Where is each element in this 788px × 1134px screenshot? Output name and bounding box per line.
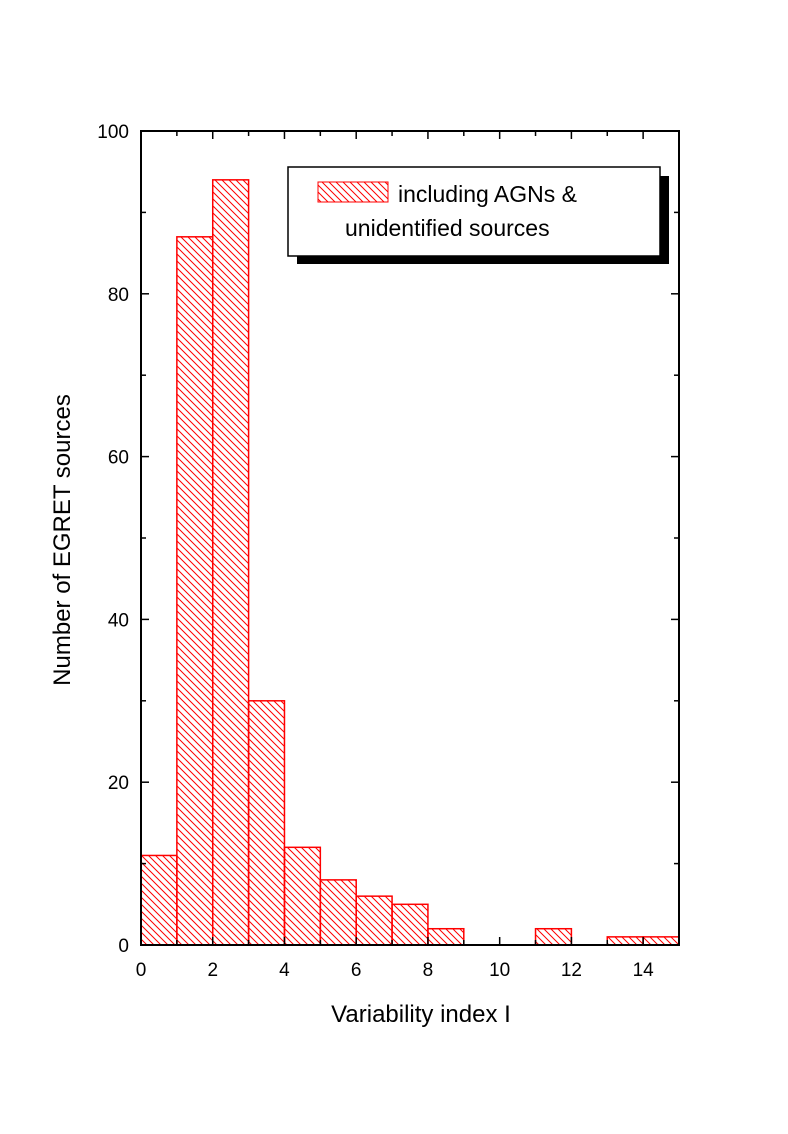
- histogram-bar: [247, 700, 286, 946]
- legend-label-line2: unidentified sources: [345, 215, 550, 241]
- histogram-bar: [176, 236, 214, 946]
- legend: including AGNs & unidentified sources: [287, 166, 669, 264]
- x-tick-label: 12: [561, 960, 582, 981]
- histogram-bar: [391, 903, 429, 946]
- x-tick-label: 8: [423, 960, 434, 981]
- x-tick-label: 6: [351, 960, 362, 981]
- histogram-bar: [606, 936, 644, 946]
- x-tick-label: 14: [633, 960, 655, 981]
- x-tick-labels: 0 2 4 6 8 10 12 14: [136, 960, 654, 981]
- histogram-bar: [140, 854, 178, 946]
- y-tick-label: 80: [108, 285, 129, 306]
- legend-label-line1: including AGNs &: [398, 181, 577, 207]
- y-tick-label: 100: [97, 122, 129, 143]
- x-axis-label: Variability index I: [331, 1001, 511, 1028]
- y-axis-label: Number of EGRET sources: [49, 394, 76, 686]
- x-tick-label: 2: [207, 960, 218, 981]
- histogram-bar: [319, 879, 357, 946]
- y-tick-label: 20: [108, 773, 129, 794]
- y-tick-labels: 0 20 40 60 80 100: [97, 122, 129, 957]
- histogram-bar: [211, 179, 250, 946]
- bars-group: [140, 179, 680, 946]
- histogram-bar: [355, 895, 393, 946]
- y-tick-label: 0: [118, 936, 129, 957]
- histogram-bar: [427, 927, 465, 946]
- legend-swatch: [317, 181, 389, 203]
- y-tick-label: 60: [108, 448, 129, 469]
- x-tick-label: 10: [489, 960, 510, 981]
- tick-marks: [140, 130, 680, 946]
- x-tick-label: 4: [279, 960, 290, 981]
- histogram-bar: [534, 927, 573, 946]
- y-tick-label: 40: [108, 610, 129, 631]
- histogram-bar: [642, 936, 680, 946]
- histogram-bar: [283, 846, 322, 946]
- x-tick-label: 0: [136, 960, 147, 981]
